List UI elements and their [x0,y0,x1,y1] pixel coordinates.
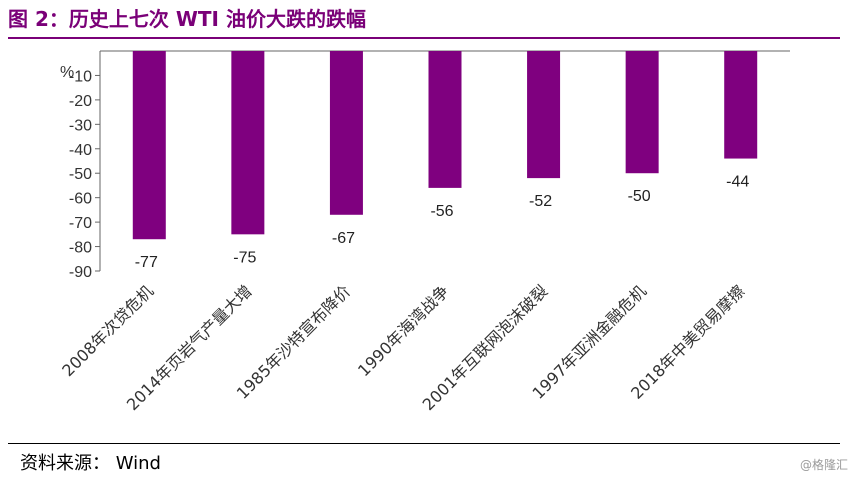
y-tick-label: -80 [69,240,92,257]
data-label: -44 [726,174,749,191]
bar [625,51,659,174]
bar [329,51,363,215]
y-tick-label: -20 [69,93,92,110]
y-tick-label: -70 [69,215,92,232]
y-tick-label: -60 [69,191,92,208]
watermark: @格隆汇 [799,458,848,472]
y-tick-label: -90 [69,264,92,281]
category-label: 1990年海湾战争 [354,281,453,380]
bar [724,51,758,159]
category-label: 2018年中美贸易摩擦 [627,281,748,402]
category-label: 2008年次贷危机 [58,281,157,380]
source-note: 资料来源： Wind [20,453,161,474]
y-tick-label: -40 [69,142,92,159]
bar [527,51,561,179]
data-label: -67 [332,230,355,247]
y-tick-label: -10 [69,68,92,85]
bar [428,51,462,188]
data-label: -77 [135,254,158,271]
data-label: -52 [529,193,552,210]
title-divider [8,37,840,39]
bar-chart: %-10 -20 -30 -40 -50 -60 -70 -80 -90 -77 2008年次贷危机… [58,50,790,414]
chart-title: 图 2：历史上七次 WTI 油价大跌的跌幅 [8,7,366,31]
y-tick-label: -50 [69,166,92,183]
bar [132,51,166,240]
data-label: -56 [430,203,453,220]
category-label: 1985年沙特宣布降价 [233,281,354,402]
data-label: -75 [233,249,256,266]
y-tick-label: -30 [69,117,92,134]
data-label: -50 [628,188,651,205]
bar [231,51,265,235]
y-axis-unit-label: % [60,64,74,81]
source-divider [8,443,840,444]
